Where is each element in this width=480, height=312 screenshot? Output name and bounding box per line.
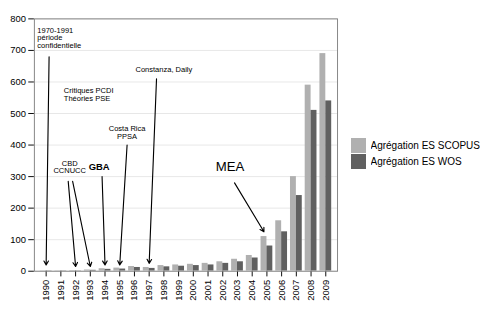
svg-text:0: 0 — [21, 265, 26, 276]
svg-text:Costa RicaPPSA: Costa RicaPPSA — [109, 124, 147, 141]
svg-text:2006: 2006 — [276, 280, 287, 301]
svg-text:1991: 1991 — [55, 280, 66, 301]
svg-text:1990: 1990 — [40, 280, 51, 301]
svg-text:500: 500 — [10, 108, 26, 119]
svg-text:100: 100 — [10, 234, 26, 245]
svg-text:1996: 1996 — [128, 280, 139, 301]
svg-text:300: 300 — [10, 171, 26, 182]
svg-text:1992: 1992 — [70, 280, 81, 301]
svg-text:MEA: MEA — [216, 159, 245, 174]
svg-text:GBA: GBA — [89, 161, 110, 172]
svg-text:1993: 1993 — [84, 280, 95, 301]
html-text:Agrégation ES SCOPUS: Agrégation ES SCOPUS — [370, 139, 480, 151]
svg-text:700: 700 — [10, 45, 26, 56]
svg-text:2003: 2003 — [231, 280, 242, 301]
svg-text:800: 800 — [10, 13, 26, 24]
svg-text:1995: 1995 — [114, 280, 125, 301]
svg-text:400: 400 — [10, 139, 26, 150]
svg-text:2000: 2000 — [187, 280, 198, 301]
html-text:Agrégation ES WOS: Agrégation ES WOS — [370, 155, 462, 167]
svg-text:600: 600 — [10, 76, 26, 87]
svg-text:2009: 2009 — [320, 280, 331, 301]
svg-text:CBDCCNUCC: CBDCCNUCC — [53, 159, 86, 176]
svg-text:1997: 1997 — [143, 280, 154, 301]
svg-text:2001: 2001 — [202, 280, 213, 301]
svg-text:Critiques PCDIThéories PSE: Critiques PCDIThéories PSE — [64, 86, 114, 103]
svg-text:200: 200 — [10, 202, 26, 213]
svg-text:Constanza, Daily: Constanza, Daily — [135, 65, 192, 74]
svg-text:2002: 2002 — [217, 280, 228, 301]
svg-text:2007: 2007 — [290, 280, 301, 301]
svg-text:1999: 1999 — [173, 280, 184, 301]
svg-text:2008: 2008 — [305, 280, 316, 301]
svg-text:1998: 1998 — [158, 280, 169, 301]
svg-text:1970-1991périodeconfidentielle: 1970-1991périodeconfidentielle — [37, 26, 81, 50]
svg-text:2004: 2004 — [246, 280, 257, 301]
svg-text:1994: 1994 — [99, 280, 110, 301]
svg-text:2005: 2005 — [261, 280, 272, 301]
